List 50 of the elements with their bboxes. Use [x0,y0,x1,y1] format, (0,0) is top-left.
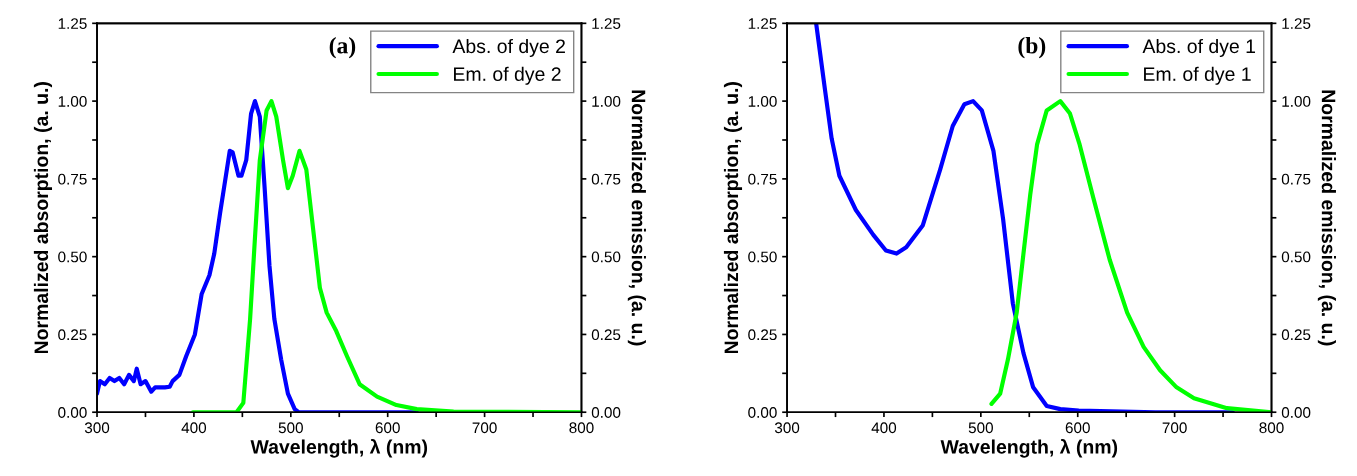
y2-tick-label: 0.75 [591,173,621,185]
y2-tick-label: 1.25 [592,18,621,30]
x-tick-label: 600 [375,422,400,434]
y-tick-label: 0.25 [748,329,777,341]
y2-tick-label: 1.00 [592,95,621,107]
y2-tick-label: 0.25 [591,329,621,341]
x-tick-label: 800 [569,422,594,434]
y2-tick-label: 0.00 [591,407,621,418]
y2-tick-label: 1.00 [1282,95,1311,107]
y-tick-label: 1.25 [748,18,777,30]
legend-label: Em. of dye 1 [1144,66,1251,85]
legend-label: Abs. of dye 1 [1142,38,1256,58]
y2-tick-label: 0.50 [591,251,621,263]
x-tick-label: 700 [472,422,497,434]
y2-tick-label: 0.25 [1281,329,1311,341]
legend-label: Em. of dye 2 [454,66,561,85]
y-tick-label: 0.75 [58,173,87,185]
y2-tick-label: 0.50 [1281,251,1311,263]
annotation: (b) [1018,36,1046,59]
y-tick-label: 0.50 [748,251,777,263]
x-tick-label: 800 [1259,422,1284,434]
y-tick-label: 1.25 [58,18,87,30]
y-tick-label: 0.00 [748,407,777,418]
y-tick-label: 0.75 [748,173,777,185]
x-tick-label: 500 [278,422,303,434]
y-tick-label: 0.50 [58,251,87,263]
line-series [989,99,1272,413]
x-tick-label: 700 [1162,422,1187,434]
y2-axis-title: Normalized emission, (a. u.) [1317,90,1336,346]
x-tick-label: 300 [774,422,800,434]
x-tick-label: 400 [181,422,207,434]
x-tick-label: 500 [968,422,993,434]
y-axis-title: Normalized absorption, (a. u.) [33,82,53,354]
y2-tick-label: 0.00 [1281,407,1311,418]
x-tick-label: 600 [1065,422,1090,434]
y-tick-label: 1.00 [748,95,777,107]
x-tick-label: 400 [871,422,897,434]
y2-tick-label: 0.75 [1281,173,1311,185]
y-tick-label: 1.00 [58,95,87,107]
legend-label: Abs. of dye 2 [452,38,565,58]
annotation: (a) [329,36,356,59]
y2-tick-label: 1.25 [1282,18,1311,30]
y2-axis-title: Normalized emission, (a. u.) [627,90,646,346]
y-tick-label: 0.25 [58,329,87,341]
line-series [190,99,582,413]
x-axis-title: Wavelength, λ (nm) [940,438,1118,458]
x-tick-label: 300 [84,422,110,434]
y-axis-title: Normalized absorption, (a. u.) [723,82,743,354]
y-tick-label: 0.00 [58,407,87,418]
x-axis-title: Wavelength, λ (nm) [250,438,428,458]
